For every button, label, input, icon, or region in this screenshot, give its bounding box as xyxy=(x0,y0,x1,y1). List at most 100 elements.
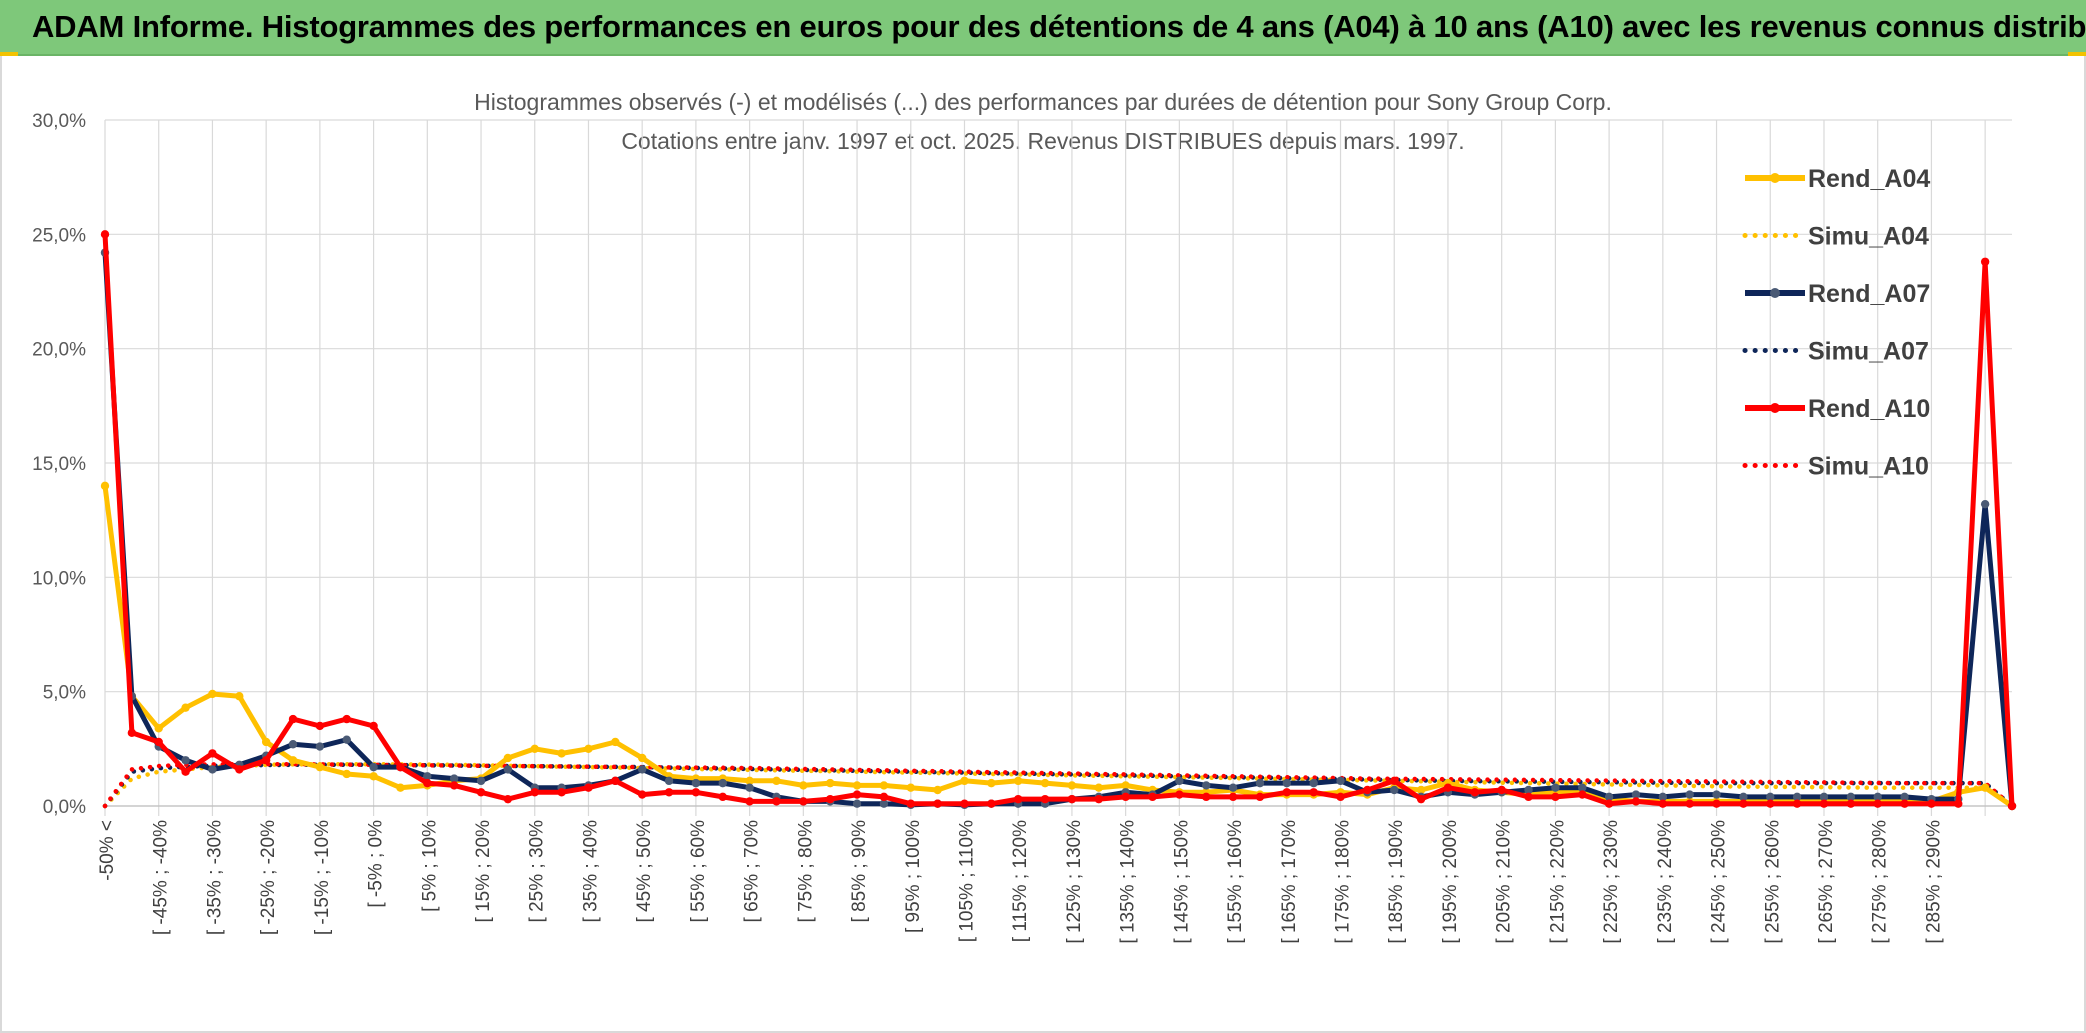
data-point-Rend_A07 xyxy=(1390,785,1399,795)
data-point-Rend_A04 xyxy=(1067,781,1077,790)
series-Simu_A10 xyxy=(102,761,2015,809)
data-point-Rend_A10 xyxy=(825,794,835,804)
data-point-Rend_A07 xyxy=(476,776,486,786)
x-axis: -50% < [ -45% ; -40% [ -35% ; -30% [ -25% ;… xyxy=(97,805,2012,944)
data-point-Rend_A10 xyxy=(1900,799,1909,808)
x-tick-label: [ 175% ; 180% xyxy=(1333,820,1354,944)
data-point-Rend_A10 xyxy=(1578,790,1587,799)
data-point-Rend_A10 xyxy=(1148,792,1157,802)
x-tick-label: [ -45% ; -40% xyxy=(151,820,172,935)
data-point-Rend_A10 xyxy=(745,797,754,806)
data-point-Rend_A10 xyxy=(1604,799,1614,808)
data-point-Rend_A07 xyxy=(1873,792,1882,802)
data-point-Rend_A10 xyxy=(611,776,620,786)
data-point-Rend_A10 xyxy=(476,788,486,797)
data-point-Rend_A04 xyxy=(1094,783,1103,792)
data-point-Rend_A04 xyxy=(1416,785,1426,795)
data-point-Rend_A10 xyxy=(449,781,459,790)
data-point-Rend_A04 xyxy=(906,783,915,792)
data-point-Rend_A04 xyxy=(288,756,298,765)
data-point-Rend_A10 xyxy=(1228,792,1238,802)
data-point-Rend_A10 xyxy=(1309,788,1318,797)
data-point-Rend_A10 xyxy=(1873,799,1882,808)
data-point-Rend_A07 xyxy=(1309,778,1318,788)
legend-label: Simu_A10 xyxy=(1808,453,1929,481)
data-point-Rend_A10 xyxy=(423,778,432,788)
legend-label: Simu_A07 xyxy=(1808,338,1929,366)
data-point-Rend_A10 xyxy=(584,783,593,792)
data-point-Rend_A07 xyxy=(449,774,459,783)
x-tick-label: [ 215% ; 220% xyxy=(1547,820,1568,944)
data-point-Rend_A04 xyxy=(235,692,244,701)
data-point-Rend_A07 xyxy=(423,772,432,781)
chart-title: Histogrammes observés (-) et modélisés (… xyxy=(474,89,1612,154)
legend: Rend_A04 Simu_A04 Rend_A07 Simu_A07 Rend_A10… xyxy=(1742,165,1930,481)
data-point-Rend_A07 xyxy=(745,783,754,792)
data-point-Rend_A07 xyxy=(1578,783,1587,792)
data-point-Rend_A04 xyxy=(1121,781,1130,790)
data-point-Rend_A10 xyxy=(1470,788,1480,797)
data-point-Rend_A04 xyxy=(1980,783,1990,792)
data-point-Rend_A10 xyxy=(1390,776,1399,786)
data-point-Rend_A10 xyxy=(557,788,566,797)
data-point-Rend_A07 xyxy=(852,799,862,808)
data-point-Rend_A10 xyxy=(1766,799,1775,808)
data-point-Rend_A10 xyxy=(1014,794,1023,804)
data-point-Rend_A07 xyxy=(181,756,190,765)
legend-item-Simu_A10: Simu_A10 xyxy=(1742,453,1929,481)
data-point-Rend_A07 xyxy=(1846,792,1856,802)
series-line-Rend_A10 xyxy=(102,234,2015,807)
data-point-Rend_A07 xyxy=(1282,778,1292,788)
data-point-Rend_A10 xyxy=(127,728,137,738)
series-Rend_A04 xyxy=(100,481,2017,811)
x-tick-label: [ 195% ; 200% xyxy=(1440,820,1461,944)
data-point-Rend_A10 xyxy=(1846,799,1856,808)
data-point-Rend_A04 xyxy=(1014,776,1023,786)
report-title: ADAM Informe. Histogrammes des performan… xyxy=(32,9,2086,44)
legend-marker xyxy=(1770,403,1780,413)
data-point-Rend_A10 xyxy=(181,767,190,776)
y-tick-label: 20,0% xyxy=(32,340,86,361)
data-point-Rend_A10 xyxy=(1954,799,1963,808)
data-point-Rend_A10 xyxy=(396,762,405,772)
legend-item-Rend_A10: Rend_A10 xyxy=(1745,395,1930,423)
legend-marker xyxy=(1770,288,1780,298)
data-point-Rend_A10 xyxy=(342,714,351,724)
x-tick-label: [ 115% ; 120% xyxy=(1010,820,1031,942)
legend-label: Rend_A10 xyxy=(1808,395,1930,423)
data-point-Rend_A04 xyxy=(745,776,754,786)
data-point-Rend_A10 xyxy=(664,788,674,797)
data-point-Rend_A10 xyxy=(1497,785,1506,795)
data-point-Rend_A07 xyxy=(1228,783,1238,792)
x-tick-label: [ 245% ; 250% xyxy=(1709,820,1730,944)
data-point-Rend_A10 xyxy=(1336,792,1345,802)
legend-label: Rend_A04 xyxy=(1808,165,1930,193)
data-point-Rend_A10 xyxy=(1631,797,1641,806)
data-point-Rend_A07 xyxy=(1255,778,1265,788)
data-point-Rend_A07 xyxy=(1551,783,1560,792)
x-tick-label: [ 125% ; 130% xyxy=(1064,820,1085,944)
data-point-Rend_A10 xyxy=(879,792,889,802)
y-tick-label: 30,0% xyxy=(32,111,86,132)
data-point-Rend_A07 xyxy=(315,742,325,751)
data-point-Rend_A07 xyxy=(691,778,701,788)
data-point-Rend_A10 xyxy=(503,794,513,804)
data-point-Rend_A07 xyxy=(1900,792,1909,802)
data-point-Rend_A10 xyxy=(1040,794,1050,804)
series-lines xyxy=(100,230,2017,811)
data-point-Rend_A04 xyxy=(933,785,942,795)
report-header: ADAM Informe. Histogrammes des performan… xyxy=(0,0,2086,56)
legend-item-Simu_A04: Simu_A04 xyxy=(1742,223,1929,251)
data-point-Rend_A04 xyxy=(825,778,835,788)
series-line-Simu_A04 xyxy=(102,761,2015,809)
data-point-Rend_A07 xyxy=(1819,792,1829,802)
x-tick-label: [ 95% ; 100% xyxy=(903,820,924,933)
data-point-Rend_A04 xyxy=(503,753,513,763)
data-point-Rend_A10 xyxy=(100,230,110,239)
x-tick-label: [ 185% ; 190% xyxy=(1386,820,1407,944)
x-tick-label: [ 225% ; 230% xyxy=(1601,820,1622,944)
y-tick-label: 10,0% xyxy=(32,568,86,589)
x-tick-label: [ 205% ; 210% xyxy=(1494,820,1515,944)
series-Simu_A04 xyxy=(102,761,2015,809)
data-point-Rend_A10 xyxy=(852,790,862,799)
